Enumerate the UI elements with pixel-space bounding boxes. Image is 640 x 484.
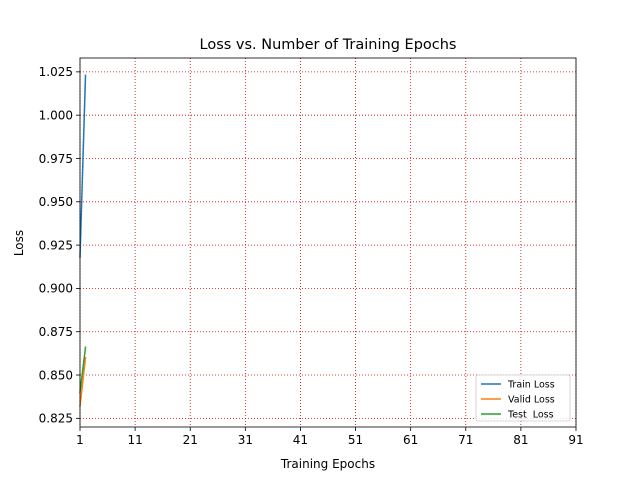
x-tick-label: 91 <box>568 433 583 447</box>
y-axis-ticks: 0.825 0.850 0.875 0.900 0.925 0.950 0.975 1.000… <box>39 65 80 426</box>
x-tick-label: 61 <box>403 433 418 447</box>
x-tick-label: 31 <box>238 433 253 447</box>
legend-box <box>475 374 571 422</box>
legend: Train Loss Valid Loss Test Loss <box>475 374 571 422</box>
x-tick-label: 71 <box>458 433 473 447</box>
x-axis-label: Training Epochs <box>280 457 375 471</box>
y-tick-label: 0.975 <box>39 152 73 166</box>
x-tick-label: 11 <box>127 433 142 447</box>
y-tick-label: 0.950 <box>39 195 73 209</box>
y-tick-label: 1.000 <box>39 108 73 122</box>
series-line-3 <box>79 346 87 394</box>
plot-area <box>80 58 576 427</box>
legend-label: Test Loss <box>507 410 554 421</box>
plot-frame <box>79 57 577 428</box>
y-tick-label: 0.850 <box>39 368 73 382</box>
y-tick-label: 0.900 <box>39 282 73 296</box>
legend-label: Train Loss <box>507 380 555 391</box>
x-tick-label: 1 <box>76 433 84 447</box>
x-tick-label: 51 <box>348 433 363 447</box>
x-tick-label: 81 <box>513 433 528 447</box>
x-axis-ticks: 1 11 21 31 41 51 61 71 81 91 <box>76 427 584 447</box>
y-tick-label: 1.025 <box>39 65 73 79</box>
series-line-1 <box>79 74 87 259</box>
y-tick-label: 0.825 <box>39 412 73 426</box>
x-tick-label: 21 <box>183 433 198 447</box>
y-tick-label: 0.875 <box>39 325 73 339</box>
y-axis-label: Loss <box>12 230 26 256</box>
chart-title: Loss vs. Number of Training Epochs <box>200 37 457 53</box>
y-tick-label: 0.925 <box>39 238 73 252</box>
series-line-2 <box>79 356 87 408</box>
legend-label: Valid Loss <box>508 395 555 406</box>
x-tick-label: 41 <box>293 433 308 447</box>
series-lines <box>79 74 87 408</box>
